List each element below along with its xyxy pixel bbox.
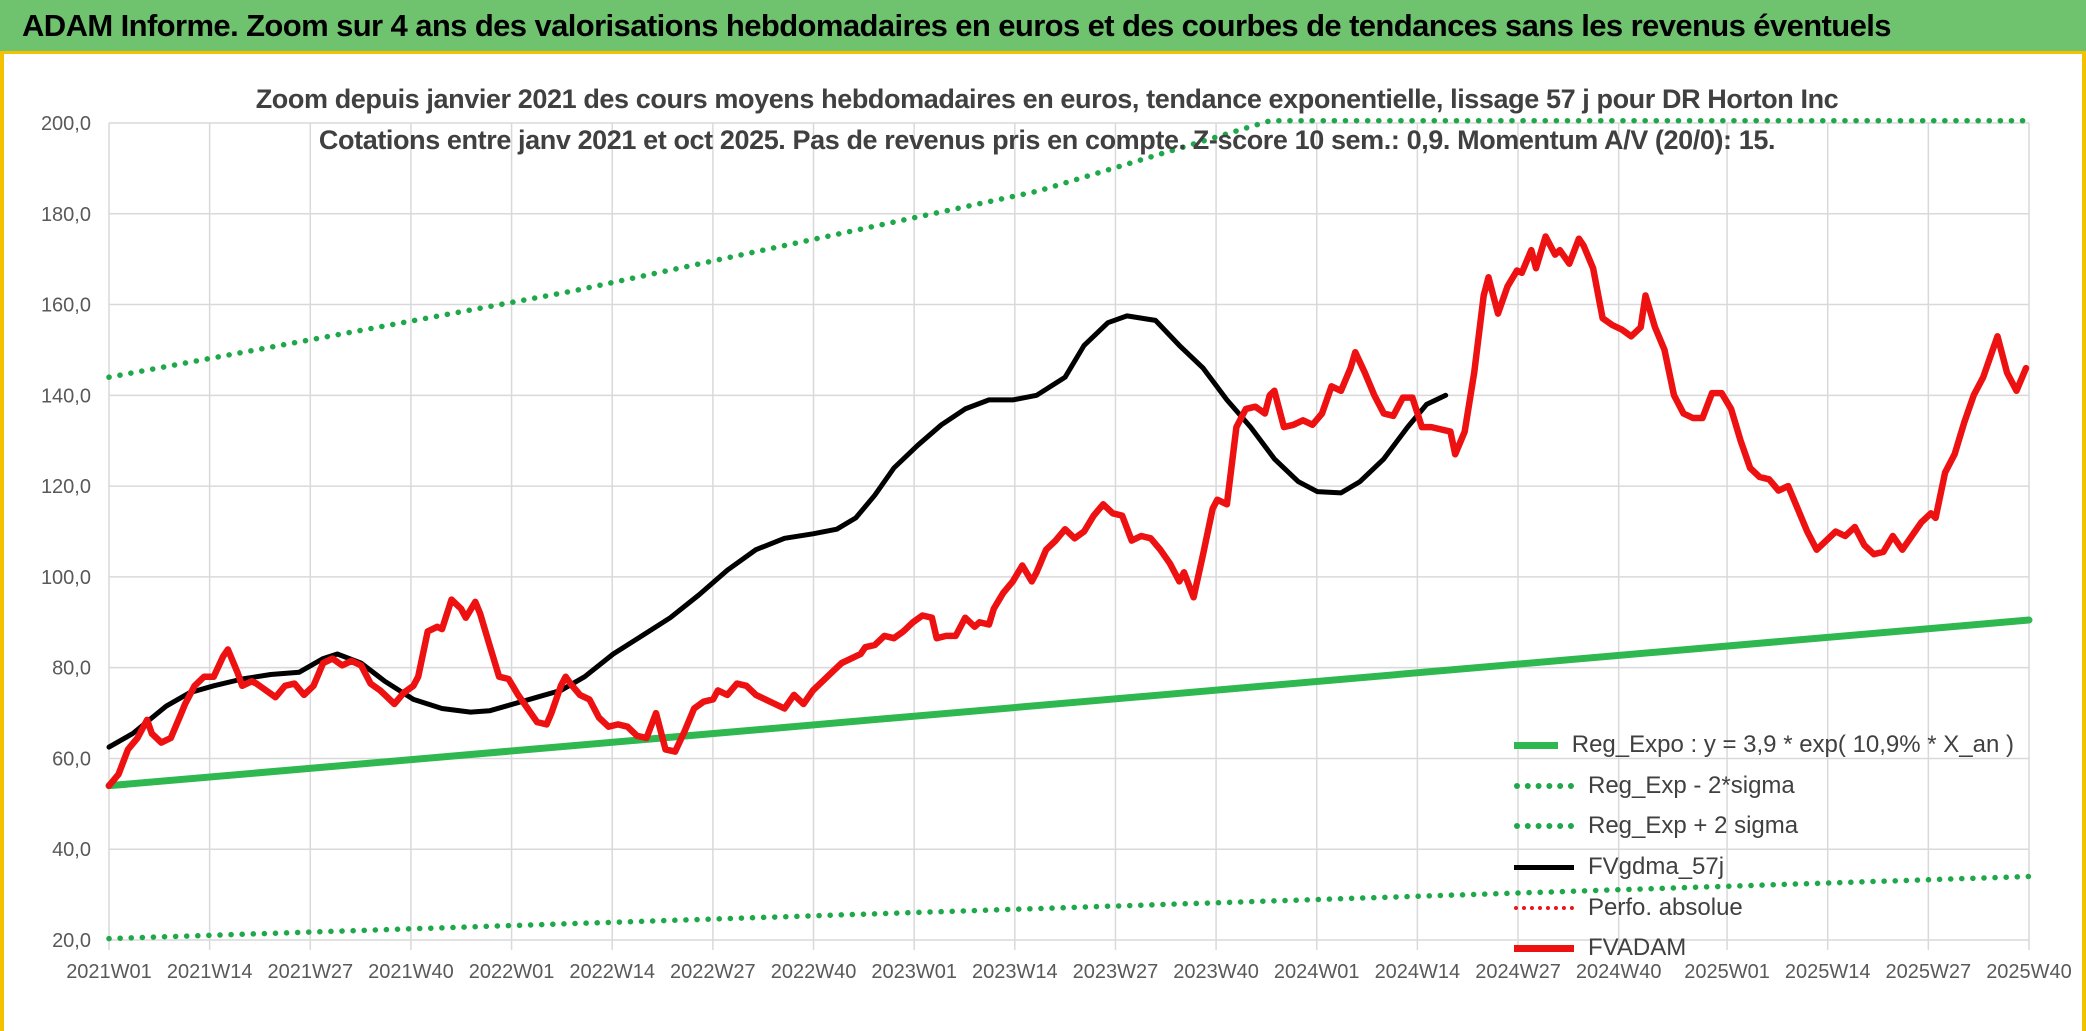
x-tick-label: 2022W40 [771,961,857,983]
legend-swatch-reg-exp-minus [1514,782,1574,789]
legend-label-reg-exp-minus: Reg_Exp - 2*sigma [1588,771,1795,799]
legend-item-perfo: Perfo. absolue [1514,887,2014,928]
x-tick-label: 2023W01 [871,961,957,983]
report-title: ADAM Informe. Zoom sur 4 ans des valoris… [22,8,1892,43]
y-tick-label: 80,0 [52,658,91,680]
legend-label-fvadam: FVADAM [1588,934,1687,962]
x-tick-label: 2024W40 [1576,961,1662,983]
series-reg-exp-plus [106,117,2032,380]
x-tick-label: 2022W27 [670,961,756,983]
y-tick-label: 200,0 [41,113,91,135]
x-tick-label: 2021W40 [368,961,454,983]
y-tick-label: 40,0 [52,839,91,861]
legend-label-reg-expo: Reg_Expo : y = 3,9 * exp( 10,9% * X_an ) [1571,731,2014,759]
y-tick-label: 120,0 [41,476,91,498]
y-tick-label: 100,0 [41,567,91,589]
legend-item-reg-expo: Reg_Expo : y = 3,9 * exp( 10,9% * X_an ) [1514,725,2014,766]
grid-layer [108,122,2030,950]
series-reg-exp-minus [106,873,2032,942]
x-tick-label: 2021W01 [66,961,152,983]
y-tick-label: 140,0 [41,385,91,407]
chart-subtitle: Cotations entre janv 2021 et oct 2025. P… [318,125,1776,155]
x-tick-label: 2023W40 [1173,961,1259,983]
legend-item-fvadam: FVADAM [1514,928,2014,969]
legend-swatch-reg-expo [1514,741,1558,749]
legend-label-perfo: Perfo. absolue [1588,893,1743,921]
series-fvadam [105,233,2030,789]
x-tick-label: 2024W27 [1475,961,1561,983]
y-tick-label: 60,0 [52,748,91,770]
series-reg-expo [105,616,2033,790]
tick-layer: 20,0 40,0 60,0 80,0 100,0 120,0 140,0 160,0 180,… [41,113,2072,983]
x-tick-label: 2023W27 [1073,961,1159,983]
price-chart: 20,0 40,0 60,0 80,0 100,0 120,0 140,0 160,0 180,… [41,113,2072,983]
legend-item-fvgdma: FVgdma_57j [1514,847,2014,888]
legend-item-reg-exp-minus: Reg_Exp - 2*sigma [1514,766,2014,807]
x-tick-label: 2025W27 [1886,961,1972,983]
x-tick-label: 2022W14 [569,961,655,983]
legend-swatch-fvgdma [1514,864,1574,870]
x-tick-label: 2024W14 [1375,961,1461,983]
series-fvgdma [106,313,1449,750]
x-tick-label: 2021W27 [267,961,353,983]
chart-title: Zoom depuis janvier 2021 des cours moyen… [255,84,1839,114]
legend-label-fvgdma: FVgdma_57j [1588,853,1725,881]
chart-legend: Reg_Expo : y = 3,9 * exp( 10,9% * X_an )… [1514,725,2014,969]
series-layer [105,117,2033,942]
chart-frame: 20,0 40,0 60,0 80,0 100,0 120,0 140,0 160,0 180,… [0,54,2086,1031]
x-tick-label: 2025W01 [1684,961,1770,983]
report-banner: ADAM Informe. Zoom sur 4 ans des valoris… [0,0,2086,54]
legend-swatch-perfo [1514,905,1574,910]
x-tick-label: 2025W40 [1986,961,2072,983]
x-tick-label: 2022W01 [469,961,555,983]
y-tick-label: 160,0 [41,295,91,317]
legend-item-reg-exp-plus: Reg_Exp + 2 sigma [1514,806,2014,847]
x-tick-label: 2021W14 [167,961,253,983]
legend-swatch-reg-exp-plus [1514,823,1574,830]
y-tick-label: 180,0 [41,204,91,226]
legend-swatch-fvadam [1514,944,1574,952]
legend-label-reg-exp-plus: Reg_Exp + 2 sigma [1588,812,1799,840]
x-tick-label: 2023W14 [972,961,1058,983]
x-tick-label: 2025W14 [1785,961,1871,983]
x-tick-label: 2024W01 [1274,961,1360,983]
y-tick-label: 20,0 [52,930,91,952]
